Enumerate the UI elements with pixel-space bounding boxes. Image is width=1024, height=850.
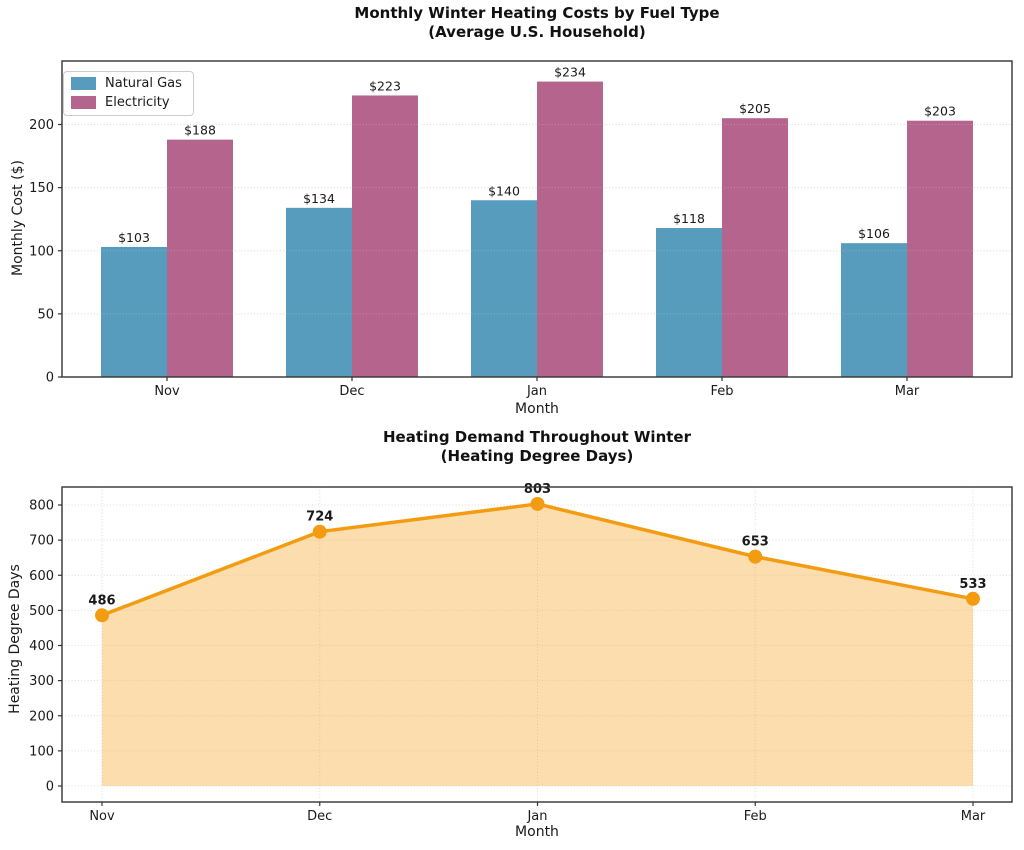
y-tick-label: 800 bbox=[29, 499, 54, 514]
bar-value-label: $203 bbox=[924, 104, 956, 119]
x-tick-label: Feb bbox=[744, 809, 767, 824]
bar-value-label: $134 bbox=[303, 191, 335, 206]
bar-value-label: $106 bbox=[858, 226, 890, 241]
y-tick-label: 500 bbox=[29, 604, 54, 619]
legend: Natural Gas Electricity bbox=[63, 71, 194, 116]
x-tick-label: Nov bbox=[89, 809, 115, 824]
legend-label-natural-gas: Natural Gas bbox=[105, 76, 182, 91]
x-tick-label: Mar bbox=[895, 384, 920, 399]
electricity-swatch-icon bbox=[71, 96, 96, 109]
bar-electricity-mar bbox=[907, 120, 973, 378]
bar-natural-gas-feb bbox=[656, 228, 722, 377]
natural-gas-swatch-icon bbox=[71, 77, 96, 90]
legend-label-electricity: Electricity bbox=[105, 95, 170, 110]
bar-electricity-feb bbox=[722, 118, 788, 377]
data-point-jan bbox=[530, 496, 545, 511]
data-point-dec bbox=[312, 524, 327, 539]
bar-electricity-nov bbox=[167, 139, 233, 377]
point-value-label: 803 bbox=[524, 482, 551, 497]
bar-value-label: $103 bbox=[118, 230, 150, 245]
point-value-label: 533 bbox=[959, 577, 986, 592]
x-tick-label: Jan bbox=[526, 809, 547, 824]
area-fill bbox=[102, 503, 973, 786]
x-tick-label: Dec bbox=[307, 809, 332, 824]
data-point-feb bbox=[748, 549, 763, 564]
line-chart-title-line1: Heating Demand Throughout Winter bbox=[382, 428, 691, 446]
bar-electricity-dec bbox=[352, 95, 418, 378]
bar-natural-gas-nov bbox=[101, 246, 167, 377]
bar-value-label: $188 bbox=[184, 123, 216, 138]
y-tick-label: 150 bbox=[29, 181, 54, 196]
legend-item-electricity: Electricity bbox=[71, 95, 182, 110]
y-tick-label: 100 bbox=[29, 244, 54, 259]
bar-chart-title-line1: Monthly Winter Heating Costs by Fuel Typ… bbox=[354, 4, 720, 22]
y-tick-label: 400 bbox=[29, 639, 54, 654]
bar-chart-title: Monthly Winter Heating Costs by Fuel Typ… bbox=[62, 4, 1012, 41]
x-tick-label: Mar bbox=[961, 809, 986, 824]
data-point-mar bbox=[966, 591, 980, 606]
x-tick-label: Nov bbox=[154, 384, 180, 399]
bar-electricity-jan bbox=[537, 81, 603, 377]
bar-chart-title-line2: (Average U.S. Household) bbox=[428, 22, 646, 41]
bar-value-label: $234 bbox=[554, 65, 586, 80]
line-chart-xlabel: Month bbox=[515, 824, 559, 840]
bar-natural-gas-dec bbox=[286, 207, 352, 377]
point-value-label: 653 bbox=[742, 535, 769, 550]
x-tick-label: Jan bbox=[526, 384, 547, 399]
point-value-label: 486 bbox=[88, 593, 115, 608]
x-tick-label: Dec bbox=[339, 384, 364, 399]
line-chart-ylabel: Heating Degree Days bbox=[7, 564, 23, 714]
y-tick-label: 700 bbox=[29, 534, 54, 549]
y-tick-label: 600 bbox=[29, 569, 54, 584]
data-point-nov bbox=[95, 608, 109, 623]
y-tick-label: 200 bbox=[29, 709, 54, 724]
y-tick-label: 50 bbox=[37, 307, 54, 322]
bar-value-label: $118 bbox=[673, 211, 705, 226]
bar-value-label: $223 bbox=[369, 78, 401, 93]
bar-value-label: $205 bbox=[739, 101, 771, 116]
y-tick-label: 300 bbox=[29, 674, 54, 689]
line-chart-title: Heating Demand Throughout Winter (Heatin… bbox=[62, 428, 1012, 465]
bar-natural-gas-jan bbox=[471, 200, 537, 377]
bar-chart-ylabel: Monthly Cost ($) bbox=[10, 160, 26, 276]
bar-chart-xlabel: Month bbox=[515, 401, 559, 417]
y-tick-label: 100 bbox=[29, 744, 54, 759]
x-tick-label: Feb bbox=[710, 384, 733, 399]
bar-natural-gas-mar bbox=[841, 243, 907, 377]
bar-value-label: $140 bbox=[488, 183, 520, 198]
y-tick-label: 0 bbox=[46, 371, 54, 386]
line-chart-title-line2: (Heating Degree Days) bbox=[440, 446, 634, 465]
y-tick-label: 200 bbox=[29, 118, 54, 133]
legend-item-natural-gas: Natural Gas bbox=[71, 76, 182, 91]
point-value-label: 724 bbox=[306, 510, 333, 525]
y-tick-label: 0 bbox=[46, 780, 54, 795]
